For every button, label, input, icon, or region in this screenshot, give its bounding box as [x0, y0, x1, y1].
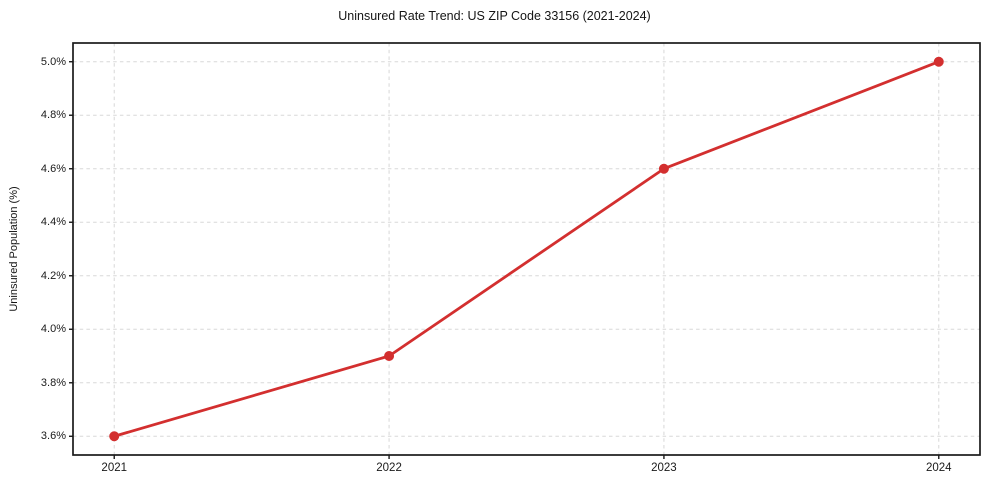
plot-frame	[72, 42, 981, 456]
chart-title: Uninsured Rate Trend: US ZIP Code 33156 …	[338, 9, 651, 23]
x-tick-label: 2021	[101, 462, 128, 474]
y-tick-label: 3.8%	[40, 376, 66, 389]
y-tick-label: 4.4%	[40, 216, 66, 229]
y-tick-label: 4.2%	[40, 269, 66, 282]
data-point-marker	[658, 163, 669, 174]
x-tick-label: 2024	[925, 462, 952, 474]
data-point-marker	[109, 431, 120, 442]
y-tick-label: 4.0%	[40, 323, 66, 336]
y-tick-label: 5.0%	[40, 55, 66, 68]
y-tick-label: 4.8%	[40, 109, 66, 122]
trend-line	[112, 60, 941, 438]
data-point-marker	[384, 351, 395, 362]
y-axis-tick-labels: 3.6% 3.8% 4.0% 4.2% 4.4% 4.6% 4.8% 5.0%	[0, 0, 66, 490]
y-tick-label: 3.6%	[40, 430, 66, 443]
x-tick-label: 2023	[651, 462, 677, 474]
y-tick-label: 4.6%	[40, 162, 66, 175]
x-tick-label: 2022	[376, 462, 402, 474]
data-point-marker	[933, 56, 944, 67]
